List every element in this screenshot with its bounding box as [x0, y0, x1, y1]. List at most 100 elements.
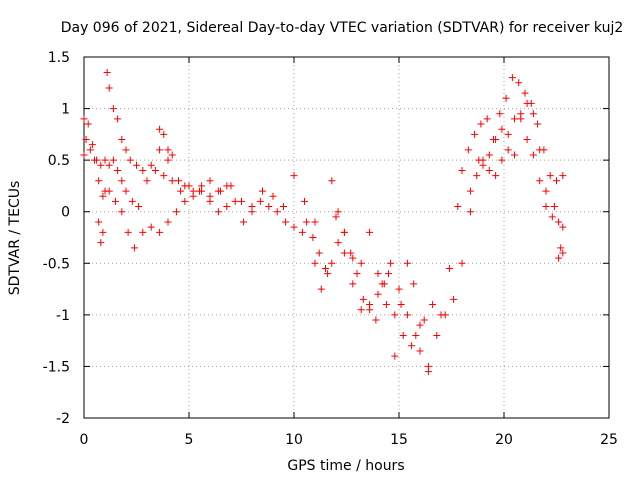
data-point — [391, 352, 399, 360]
data-point — [91, 156, 98, 164]
data-point — [433, 331, 441, 339]
data-point — [385, 270, 392, 278]
data-point — [523, 136, 531, 144]
data-point — [349, 254, 357, 262]
data-point — [298, 228, 306, 236]
data-point — [437, 311, 445, 319]
data-point — [259, 187, 266, 195]
data-point — [450, 295, 458, 303]
data-point — [412, 331, 420, 339]
data-point — [366, 228, 374, 236]
data-point — [536, 177, 544, 185]
data-point — [403, 311, 411, 319]
data-point — [231, 197, 239, 205]
data-point — [458, 166, 466, 174]
y-axis-label: SDTVAR / TECUs — [7, 181, 23, 296]
data-point — [109, 105, 117, 113]
data-point — [269, 192, 277, 200]
data-point — [164, 146, 172, 154]
data-point — [198, 187, 206, 195]
data-point — [112, 197, 119, 205]
data-point — [496, 110, 504, 118]
data-point — [160, 172, 168, 180]
data-point — [555, 254, 563, 262]
data-point — [464, 146, 472, 154]
data-point — [466, 208, 474, 216]
y-tick-label: 1.5 — [48, 50, 70, 66]
data-point — [479, 156, 487, 164]
series-track-5 — [303, 156, 483, 370]
data-point — [353, 270, 361, 278]
data-point — [97, 161, 105, 169]
data-point — [498, 125, 506, 133]
data-point — [248, 208, 256, 216]
data-point — [82, 136, 90, 144]
data-point — [504, 146, 512, 154]
data-point — [340, 249, 348, 257]
data-point — [99, 228, 107, 236]
data-point — [151, 166, 159, 174]
data-point — [105, 84, 113, 92]
data-point — [542, 203, 550, 211]
data-point — [80, 115, 88, 123]
data-point — [536, 146, 544, 154]
plot-frame — [83, 56, 610, 419]
data-point — [280, 203, 287, 211]
data-point — [502, 94, 510, 102]
series-track-3 — [80, 136, 306, 252]
chart-title: Day 096 of 2021, Sidereal Day-to-day VTE… — [61, 20, 624, 36]
data-point — [403, 259, 411, 267]
data-point — [103, 68, 111, 76]
data-point — [311, 218, 319, 226]
data-point — [322, 264, 329, 272]
data-point — [410, 280, 418, 288]
y-tick-label: 0 — [61, 205, 70, 221]
data-point — [559, 249, 567, 257]
y-tick-label: 0.5 — [48, 153, 70, 169]
x-tick-label: 20 — [495, 432, 513, 448]
data-point — [303, 218, 311, 226]
data-point — [214, 208, 222, 216]
data-point — [86, 146, 94, 154]
data-point — [105, 187, 113, 195]
data-point — [301, 197, 308, 205]
data-point — [504, 130, 512, 138]
data-point — [135, 203, 143, 211]
data-point — [282, 218, 290, 226]
data-point — [347, 249, 355, 257]
data-point — [357, 259, 365, 267]
data-point — [382, 301, 390, 309]
x-tick-label: 10 — [285, 432, 303, 448]
data-point — [95, 218, 103, 226]
data-point — [483, 115, 491, 123]
data-point — [84, 120, 92, 128]
x-axis-label: GPS time / hours — [287, 458, 404, 474]
data-point — [214, 187, 222, 195]
data-point — [399, 331, 407, 339]
data-point — [118, 177, 126, 185]
data-point — [492, 172, 500, 180]
y-tick-label: -1.5 — [43, 359, 70, 375]
series-track-2 — [95, 68, 172, 247]
data-point — [181, 197, 189, 205]
data-point — [424, 368, 432, 376]
data-point — [114, 115, 122, 123]
data-point — [334, 239, 342, 247]
data-point — [177, 187, 185, 195]
series-track-8 — [458, 74, 567, 185]
y-tick-label: -0.5 — [43, 256, 70, 272]
data-point — [332, 213, 340, 221]
data-point — [164, 218, 172, 226]
data-point — [559, 172, 567, 180]
data-point — [529, 110, 537, 118]
data-point — [408, 342, 416, 350]
data-point — [156, 228, 164, 236]
series-track-6 — [311, 203, 462, 339]
data-point — [105, 161, 113, 169]
data-point — [128, 197, 136, 205]
data-point — [315, 249, 323, 257]
data-point — [181, 182, 189, 190]
data-point — [122, 187, 130, 195]
data-point — [492, 136, 500, 144]
data-point — [511, 115, 518, 123]
